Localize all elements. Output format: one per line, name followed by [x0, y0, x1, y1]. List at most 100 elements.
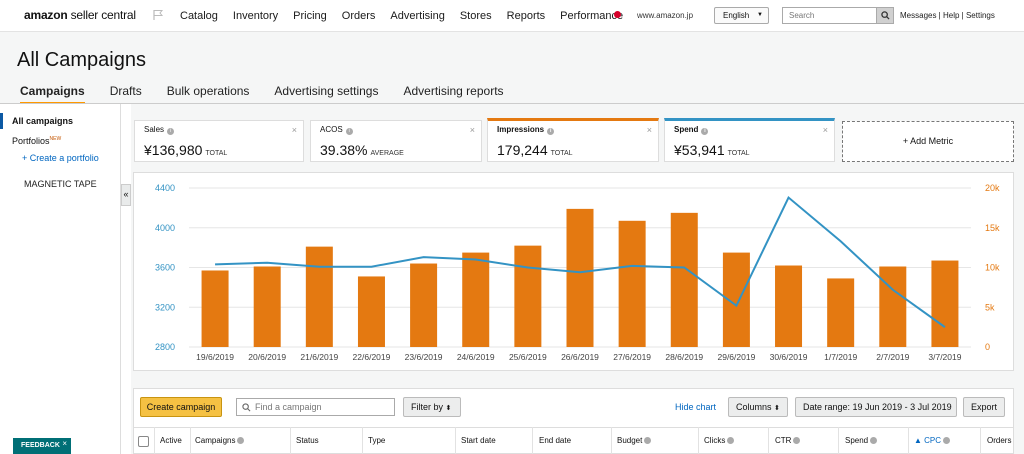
- metric-card-sales[interactable]: Sales i × ¥136,980 TOTAL: [134, 120, 304, 162]
- create-campaign-button[interactable]: Create campaign: [140, 397, 222, 417]
- tab-advertising-reports[interactable]: Advertising reports: [403, 84, 504, 98]
- column-divider: [698, 427, 699, 454]
- tab-campaigns[interactable]: Campaigns: [20, 84, 85, 105]
- sidebar-item-all-campaigns[interactable]: All campaigns: [12, 116, 74, 126]
- column-budget[interactable]: Budget: [617, 436, 652, 445]
- language-select[interactable]: English ▼: [714, 7, 769, 24]
- tab-advertising-settings[interactable]: Advertising settings: [274, 84, 379, 98]
- column-clicks[interactable]: Clicks: [704, 436, 735, 445]
- marketplace-domain[interactable]: www.amazon.jp: [637, 11, 694, 20]
- metric-unit: AVERAGE: [370, 150, 404, 157]
- x-tick-label: 29/6/2019: [717, 352, 755, 362]
- column-divider: [768, 427, 769, 454]
- info-icon[interactable]: [237, 437, 245, 444]
- info-icon[interactable]: [870, 437, 878, 444]
- metric-card-impressions[interactable]: Impressions i × 179,244 TOTAL: [487, 118, 659, 162]
- column-divider: [838, 427, 839, 454]
- sidebar-item-portfolio[interactable]: MAGNETIC TAPE: [24, 179, 97, 189]
- chart-bar: [879, 266, 907, 347]
- x-tick-label: 21/6/2019: [300, 352, 338, 362]
- seller-central-logo[interactable]: amazon seller central: [24, 8, 136, 22]
- metric-unit: TOTAL: [550, 150, 573, 157]
- info-icon[interactable]: [793, 437, 801, 444]
- column-type[interactable]: Type: [368, 436, 386, 445]
- hide-chart-link[interactable]: Hide chart: [675, 402, 717, 412]
- column-cpc[interactable]: ▲ CPC: [914, 436, 951, 445]
- nav-reports[interactable]: Reports: [506, 10, 546, 22]
- x-tick-label: 22/6/2019: [353, 352, 391, 362]
- close-icon[interactable]: ×: [822, 125, 828, 135]
- find-placeholder: Find a campaign: [255, 402, 322, 412]
- metric-label: Sales i: [144, 125, 175, 135]
- feedback-button[interactable]: FEEDBACK ×: [13, 438, 71, 454]
- column-orders[interactable]: Orders: [987, 436, 1012, 445]
- close-icon[interactable]: ×: [62, 439, 67, 448]
- metric-unit: TOTAL: [205, 150, 228, 157]
- tab-divider: [0, 103, 1024, 104]
- close-icon[interactable]: ×: [469, 125, 475, 135]
- select-all-checkbox[interactable]: [138, 436, 149, 447]
- metric-card-acos[interactable]: ACOS i × 39.38% AVERAGE: [310, 120, 482, 162]
- column-status[interactable]: Status: [296, 436, 319, 445]
- info-icon[interactable]: i: [167, 128, 175, 135]
- nav-performance[interactable]: Performance: [560, 10, 624, 22]
- filter-by-dropdown[interactable]: Filter by ⬍: [403, 397, 461, 417]
- columns-dropdown[interactable]: Columns ⬍: [728, 397, 788, 417]
- column-label: Campaigns: [195, 436, 236, 445]
- column-active[interactable]: Active: [160, 436, 182, 445]
- y-right-tick-label: 20k: [985, 183, 1000, 193]
- table-header: [134, 427, 1013, 454]
- column-start-date[interactable]: Start date: [461, 436, 496, 445]
- close-icon[interactable]: ×: [646, 125, 652, 135]
- flag-icon[interactable]: [152, 9, 164, 21]
- utility-links[interactable]: Messages | Help | Settings: [900, 11, 995, 20]
- nav-orders[interactable]: Orders: [341, 10, 376, 22]
- feedback-label: FEEDBACK: [21, 442, 60, 449]
- chart-bar: [827, 278, 855, 347]
- search-button[interactable]: [876, 8, 893, 23]
- metric-label: ACOS i: [320, 125, 353, 135]
- export-button[interactable]: Export: [963, 397, 1005, 417]
- nav-stores[interactable]: Stores: [459, 10, 492, 22]
- find-campaign-input[interactable]: Find a campaign: [236, 398, 395, 416]
- column-end-date[interactable]: End date: [539, 436, 572, 445]
- chart-bar: [357, 276, 385, 347]
- info-icon[interactable]: i: [345, 128, 353, 135]
- column-campaigns[interactable]: Campaigns: [195, 436, 245, 445]
- x-tick-label: 19/6/2019: [196, 352, 234, 362]
- metric-value: 39.38% AVERAGE: [320, 142, 404, 158]
- x-tick-label: 30/6/2019: [770, 352, 808, 362]
- add-metric-button[interactable]: + Add Metric: [842, 121, 1014, 162]
- info-icon[interactable]: [727, 437, 735, 444]
- metric-card-spend[interactable]: Spend i × ¥53,941 TOTAL: [664, 118, 835, 162]
- chart-bar: [618, 220, 646, 347]
- column-label: Spend: [845, 436, 869, 445]
- close-icon[interactable]: ×: [291, 125, 297, 135]
- column-label: Clicks: [704, 436, 726, 445]
- columns-label: Columns: [736, 402, 772, 412]
- column-divider: [290, 427, 291, 454]
- info-icon[interactable]: i: [547, 128, 555, 135]
- metric-label-text: Sales: [144, 125, 165, 134]
- y-right-tick-label: 5k: [985, 302, 995, 312]
- column-divider: [980, 427, 981, 454]
- search-input[interactable]: Search: [782, 7, 894, 24]
- page-header: [0, 32, 1024, 104]
- tab-drafts[interactable]: Drafts: [109, 84, 142, 98]
- language-value: English: [723, 11, 750, 20]
- info-icon[interactable]: i: [701, 128, 709, 135]
- column-ctr[interactable]: CTR: [775, 436, 801, 445]
- nav-inventory[interactable]: Inventory: [232, 10, 279, 22]
- collapse-sidebar-button[interactable]: «: [121, 184, 131, 206]
- info-icon[interactable]: [943, 437, 951, 444]
- nav-pricing[interactable]: Pricing: [293, 10, 327, 22]
- nav-catalog[interactable]: Catalog: [180, 10, 218, 22]
- column-spend[interactable]: Spend: [845, 436, 878, 445]
- info-icon[interactable]: [644, 437, 652, 444]
- column-divider: [532, 427, 533, 454]
- nav-advertising[interactable]: Advertising: [390, 10, 445, 22]
- date-range-button[interactable]: Date range: 19 Jun 2019 - 3 Jul 2019: [795, 397, 957, 417]
- search-icon: [242, 403, 251, 412]
- tab-bulk-operations[interactable]: Bulk operations: [166, 84, 250, 98]
- create-portfolio-link[interactable]: + Create a portfolio: [22, 153, 99, 163]
